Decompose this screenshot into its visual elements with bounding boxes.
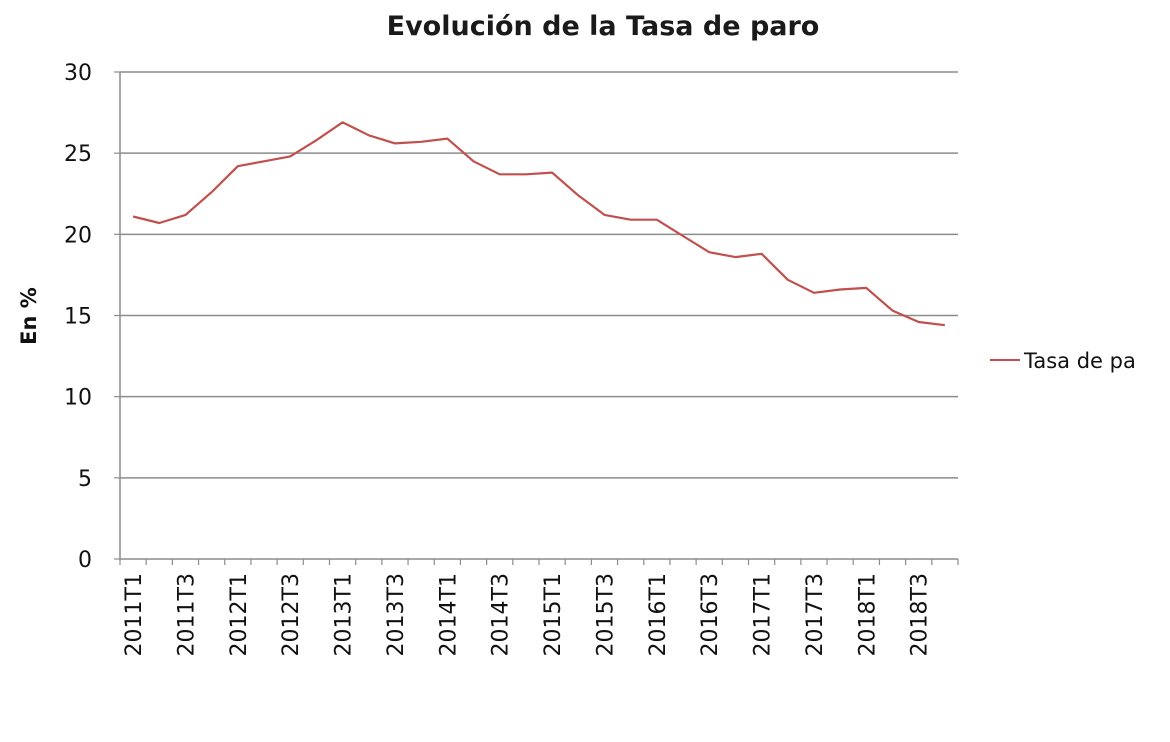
- y-tick-label: 15: [64, 305, 92, 330]
- y-tick-label: 5: [78, 467, 92, 492]
- legend: Tasa de pa: [990, 349, 1136, 373]
- x-tick-label: 2014T1: [436, 573, 461, 656]
- x-tick-label: 2011T1: [122, 573, 147, 656]
- x-tick-label: 2013T1: [332, 573, 357, 656]
- series-line-0: [132, 121, 946, 327]
- x-tick-label: 2016T1: [646, 573, 671, 656]
- x-tick-label: 2015T1: [541, 573, 566, 656]
- chart-title: Evolución de la Tasa de paro: [387, 11, 820, 42]
- y-tick-label: 0: [78, 548, 92, 573]
- y-tick-label: 20: [64, 223, 92, 248]
- x-tick-label: 2018T3: [908, 573, 933, 656]
- x-tick-label: 2013T3: [384, 573, 409, 656]
- x-tick-label: 2014T3: [489, 573, 514, 656]
- x-tick-label: 2017T3: [803, 573, 828, 656]
- gridlines: [120, 71, 958, 479]
- x-tick-label: 2015T3: [593, 573, 618, 656]
- x-tick-label: 2017T1: [751, 573, 776, 656]
- series-lines: [132, 121, 946, 327]
- axes: [114, 71, 959, 565]
- x-tick-label: 2016T3: [698, 573, 723, 656]
- y-tick-label: 10: [64, 386, 92, 411]
- x-tick-labels: 2011T1 2011T3 2012T1 2012T3 2013T1 2013T3 2014…: [122, 573, 933, 656]
- x-tick-label: 2012T1: [227, 573, 252, 656]
- y-tick-labels: 0 5 10 15 20 25 30: [64, 61, 92, 573]
- y-tick-label: 30: [64, 61, 92, 86]
- y-axis-label: En %: [17, 287, 41, 345]
- x-tick-label: 2012T3: [279, 573, 304, 656]
- legend-label: Tasa de pa: [1023, 349, 1136, 373]
- x-tick-label: 2018T1: [855, 573, 880, 656]
- x-tick-label: 2011T3: [174, 573, 199, 656]
- y-tick-label: 25: [64, 142, 92, 167]
